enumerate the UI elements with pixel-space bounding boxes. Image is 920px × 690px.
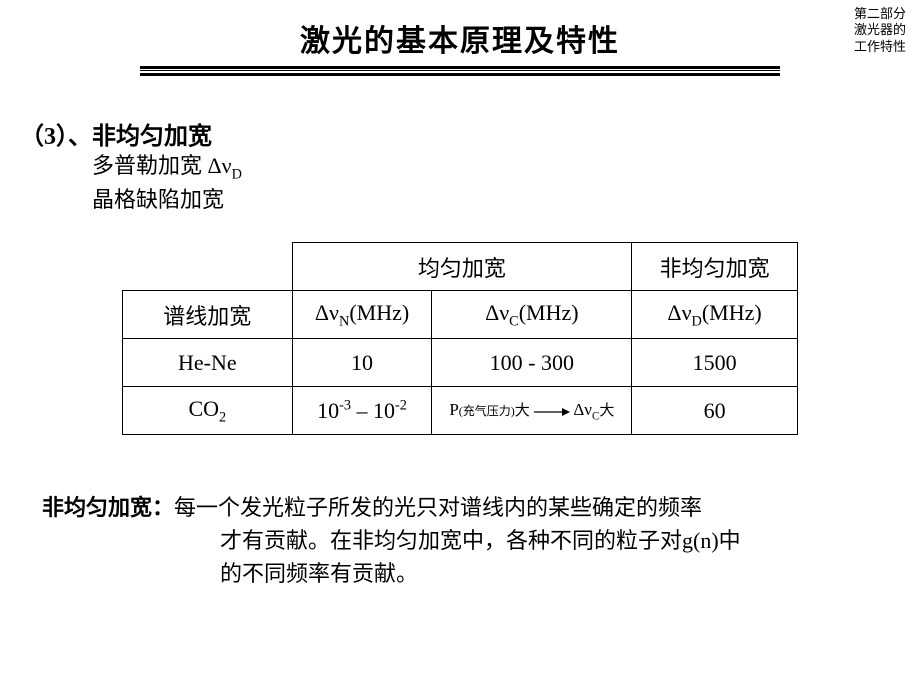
table-row: 谱线加宽 ΔνN(MHz) ΔνC(MHz) ΔνD(MHz) — [123, 291, 798, 339]
r1-c: 100 - 300 — [432, 339, 632, 387]
col-c: ΔνC(MHz) — [432, 291, 632, 339]
r1-d: 1500 — [632, 339, 798, 387]
r2-c: P(充气压力)大 ΔνC大 — [432, 387, 632, 435]
corner-l3: 工作特性 — [854, 39, 906, 55]
corner-l1: 第二部分 — [854, 6, 906, 22]
r1-n: 10 — [292, 339, 432, 387]
desc-l2: 才有贡献。在非均匀加宽中，各种不同的粒子对g(n)中 — [220, 524, 878, 557]
blank-cell — [123, 243, 293, 291]
desc-label: 非均匀加宽： — [42, 495, 174, 520]
header-nonuniform: 非均匀加宽 — [632, 243, 798, 291]
r2-n: 10-3 – 10-2 — [292, 387, 432, 435]
table-wrap: 均匀加宽 非均匀加宽 谱线加宽 ΔνN(MHz) ΔνC(MHz) ΔνD(MH… — [122, 242, 798, 435]
description: 非均匀加宽：每一个发光粒子所发的光只对谱线内的某些确定的频率 才有贡献。在非均匀… — [42, 491, 878, 590]
arrow-icon — [534, 407, 570, 417]
r1-name: He-Ne — [123, 339, 293, 387]
corner-note: 第二部分 激光器的 工作特性 — [854, 6, 906, 55]
page-title: 激光的基本原理及特性 — [300, 16, 620, 60]
table-row: He-Ne 10 100 - 300 1500 — [123, 339, 798, 387]
line1-pre: 多普勒加宽 — [92, 153, 208, 178]
corner-l2: 激光器的 — [854, 22, 906, 38]
desc-l3: 的不同频率有贡献。 — [220, 557, 878, 590]
section-line2: 晶格缺陷加宽 — [92, 185, 920, 215]
slide-root: 第二部分 激光器的 工作特性 激光的基本原理及特性 （3）、非均匀加宽 多普勒加… — [0, 0, 920, 690]
desc-l1: 每一个发光粒子所发的光只对谱线内的某些确定的频率 — [174, 495, 702, 520]
col-n: ΔνN(MHz) — [292, 291, 432, 339]
r2-name: CO2 — [123, 387, 293, 435]
title-underline — [140, 66, 780, 76]
r2-d: 60 — [632, 387, 798, 435]
table-row: 均匀加宽 非均匀加宽 — [123, 243, 798, 291]
title-wrap: 激光的基本原理及特性 — [0, 16, 920, 76]
section-3: （3）、非均匀加宽 多普勒加宽 ΔνD 晶格缺陷加宽 — [20, 116, 920, 214]
broadening-table: 均匀加宽 非均匀加宽 谱线加宽 ΔνN(MHz) ΔνC(MHz) ΔνD(MH… — [122, 242, 798, 435]
table-row: CO2 10-3 – 10-2 P(充气压力)大 ΔνC大 60 — [123, 387, 798, 435]
line1-symbol: ΔνD — [208, 153, 242, 178]
header-uniform: 均匀加宽 — [292, 243, 632, 291]
col-d: ΔνD(MHz) — [632, 291, 798, 339]
section-heading: （3）、非均匀加宽 — [20, 116, 920, 151]
row-label: 谱线加宽 — [123, 291, 293, 339]
section-line1: 多普勒加宽 ΔνD — [92, 151, 920, 185]
